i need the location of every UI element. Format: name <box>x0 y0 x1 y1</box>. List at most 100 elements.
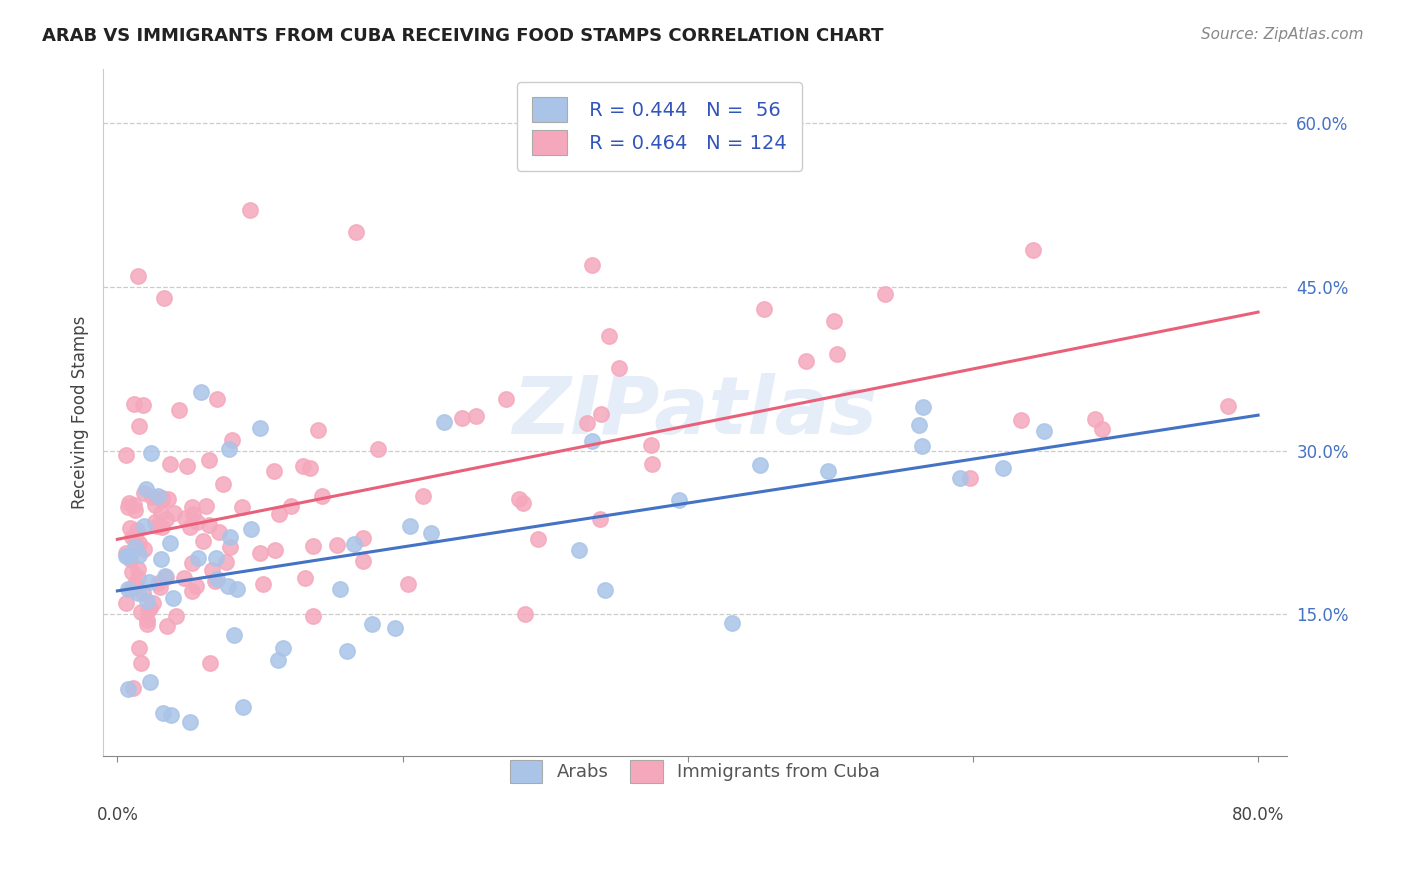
Point <box>128 418 150 433</box>
Point <box>204 574 226 588</box>
Point <box>1084 412 1107 426</box>
Point <box>668 493 690 508</box>
Point <box>141 446 163 460</box>
Point <box>187 550 209 565</box>
Point <box>162 591 184 605</box>
Point <box>384 621 406 635</box>
Point <box>148 489 170 503</box>
Point <box>396 577 419 591</box>
Point <box>122 498 145 512</box>
Point <box>132 541 155 556</box>
Point <box>252 576 274 591</box>
Point <box>311 489 333 503</box>
Legend: Arabs, Immigrants from Cuba: Arabs, Immigrants from Cuba <box>496 747 893 796</box>
Point <box>367 442 389 456</box>
Point <box>205 573 228 587</box>
Point <box>208 525 231 540</box>
Point <box>135 482 157 496</box>
Point <box>589 512 612 526</box>
Point <box>121 530 143 544</box>
Text: 80.0%: 80.0% <box>1232 805 1284 823</box>
Point <box>412 489 434 503</box>
Point <box>527 532 550 546</box>
Point <box>581 434 603 449</box>
Text: Source: ZipAtlas.com: Source: ZipAtlas.com <box>1201 27 1364 42</box>
Point <box>218 442 240 456</box>
Point <box>205 551 228 566</box>
Point <box>155 512 177 526</box>
Point <box>198 518 221 533</box>
Point <box>146 519 169 533</box>
Point <box>212 477 235 491</box>
Point <box>298 461 321 475</box>
Point <box>907 417 929 432</box>
Point <box>344 225 367 239</box>
Point <box>149 551 172 566</box>
Point <box>124 541 146 555</box>
Point <box>121 566 143 580</box>
Point <box>115 596 138 610</box>
Point <box>180 583 202 598</box>
Point <box>129 605 152 619</box>
Point <box>122 681 145 695</box>
Point <box>433 415 456 429</box>
Point <box>156 618 179 632</box>
Point <box>184 579 207 593</box>
Point <box>150 506 173 520</box>
Point <box>117 496 139 510</box>
Point <box>169 403 191 417</box>
Point <box>301 539 323 553</box>
Point <box>232 699 254 714</box>
Point <box>128 641 150 656</box>
Point <box>120 552 142 566</box>
Point <box>249 421 271 435</box>
Point <box>136 613 159 627</box>
Point <box>127 586 149 600</box>
Text: ARAB VS IMMIGRANTS FROM CUBA RECEIVING FOOD STAMPS CORRELATION CHART: ARAB VS IMMIGRANTS FROM CUBA RECEIVING F… <box>42 27 884 45</box>
Point <box>911 439 934 453</box>
Point <box>124 503 146 517</box>
Point <box>352 531 374 545</box>
Point <box>127 523 149 537</box>
Point <box>165 609 187 624</box>
Text: 0.0%: 0.0% <box>97 805 138 823</box>
Point <box>114 549 136 564</box>
Point <box>153 291 176 305</box>
Point <box>117 582 139 596</box>
Point <box>136 603 159 617</box>
Point <box>949 471 972 485</box>
Point <box>307 423 329 437</box>
Point <box>115 546 138 560</box>
Point <box>224 628 246 642</box>
Point <box>748 458 770 472</box>
Point <box>239 522 262 536</box>
Point <box>124 576 146 591</box>
Point <box>1022 243 1045 257</box>
Point <box>117 681 139 696</box>
Point <box>280 499 302 513</box>
Point <box>640 438 662 452</box>
Point <box>127 571 149 585</box>
Point <box>128 536 150 550</box>
Point <box>205 392 228 406</box>
Point <box>198 656 221 670</box>
Point <box>607 361 630 376</box>
Point <box>451 410 474 425</box>
Point <box>117 549 139 564</box>
Point <box>136 594 159 608</box>
Point <box>1091 421 1114 435</box>
Point <box>131 656 153 670</box>
Point <box>181 500 204 515</box>
Point <box>912 400 935 414</box>
Point <box>271 641 294 656</box>
Point <box>152 706 174 721</box>
Point <box>721 616 744 631</box>
Point <box>186 516 208 530</box>
Point <box>336 644 359 658</box>
Point <box>361 616 384 631</box>
Point <box>823 314 845 328</box>
Point <box>148 576 170 591</box>
Point <box>267 507 290 521</box>
Point <box>132 519 155 533</box>
Point <box>149 580 172 594</box>
